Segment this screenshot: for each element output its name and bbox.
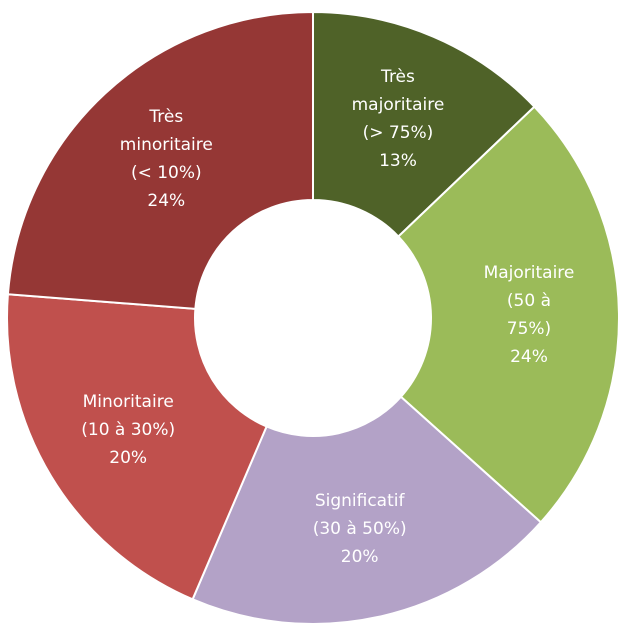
category-label: Très majoritaire (> 75%) [351, 67, 445, 144]
value-label: 24% [147, 191, 186, 212]
value-label: 24% [510, 346, 548, 367]
slice [6, 10, 314, 310]
category-label: Très minoritaire (< 10%) [119, 107, 213, 184]
slice [396, 105, 619, 524]
slice [191, 395, 543, 625]
slice [312, 10, 536, 238]
category-label: Minoritaire (10 à 30%) [81, 391, 176, 440]
value-label: 20% [109, 447, 148, 468]
category-label: Significatif (30 à 50%) [312, 490, 407, 539]
slice-label: Très majoritaire (> 75%) 13% [352, 63, 445, 175]
slice-label: Très minoritaire (< 10%) 24% [120, 103, 213, 215]
value-label: 13% [379, 151, 417, 172]
slice-label: Minoritaire (10 à 30%) 20% [81, 388, 175, 472]
slice-label: Significatif (30 à 50%) 20% [313, 487, 407, 571]
slice-label: Majoritaire (50 à 75%) 24% [484, 259, 575, 371]
value-label: 20% [340, 546, 379, 567]
slice [6, 293, 268, 601]
category-label: Majoritaire (50 à 75%) [483, 262, 575, 339]
